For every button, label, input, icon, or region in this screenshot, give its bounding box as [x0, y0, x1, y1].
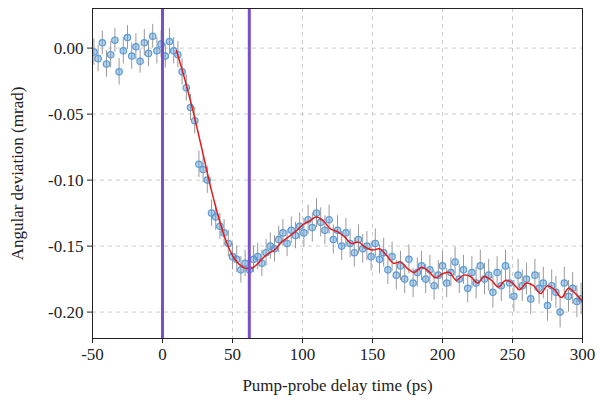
svg-text:50: 50	[224, 345, 241, 364]
svg-text:250: 250	[500, 345, 526, 364]
svg-text:-0.05: -0.05	[48, 105, 83, 124]
svg-text:-0.20: -0.20	[48, 303, 83, 322]
svg-text:200: 200	[430, 345, 456, 364]
svg-text:-50: -50	[81, 345, 104, 364]
svg-text:150: 150	[360, 345, 386, 364]
svg-text:-0.10: -0.10	[48, 171, 83, 190]
svg-text:Pump-probe delay time (ps): Pump-probe delay time (ps)	[242, 376, 432, 395]
svg-text:300: 300	[570, 345, 596, 364]
svg-text:0.00: 0.00	[54, 39, 84, 58]
svg-text:Angular deviation (mrad): Angular deviation (mrad)	[8, 87, 27, 261]
svg-text:0: 0	[158, 345, 167, 364]
svg-text:-0.15: -0.15	[48, 237, 83, 256]
svg-text:100: 100	[290, 345, 316, 364]
